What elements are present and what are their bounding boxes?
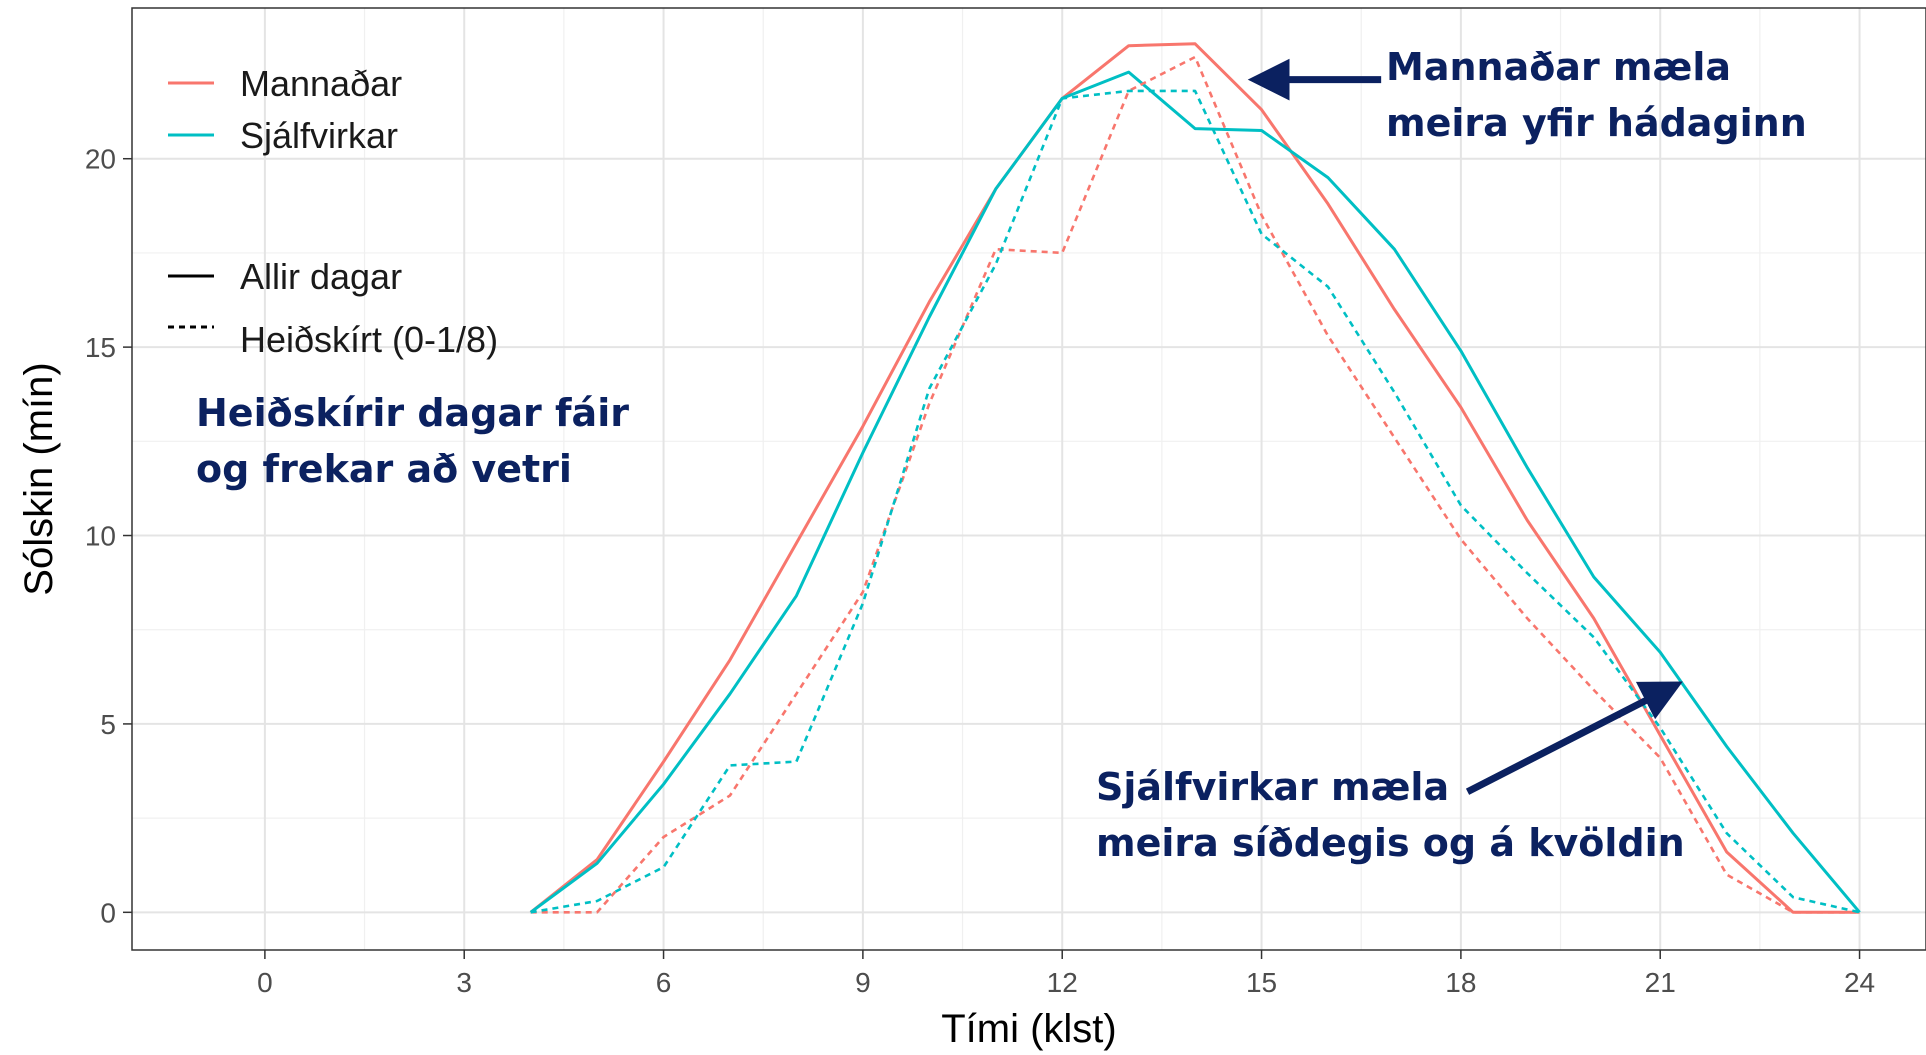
x-axis-title: Tími (klst) [941, 1007, 1117, 1051]
x-tick-label: 6 [656, 967, 672, 998]
annotation-manned: Mannaðar mæla meira yfir hádaginn [1386, 45, 1807, 145]
legend-color: Mannaðar Sjálfvirkar [168, 63, 402, 156]
x-tick-label: 24 [1844, 967, 1875, 998]
annotation-automatic-line-2: meira síðdegis og á kvöldin [1096, 821, 1685, 865]
annotation-automatic-line-1: Sjálfvirkar mæla [1096, 765, 1449, 809]
annotation-manned-line-2: meira yfir hádaginn [1386, 101, 1807, 145]
legend-label-mannadar: Mannaðar [240, 63, 402, 104]
legend-label-heidskirt: Heiðskírt (0-1/8) [240, 319, 498, 360]
panel-border [131, 7, 1926, 951]
annotation-clear-days-line-2: og frekar að vetri [196, 447, 572, 491]
y-tick-label: 15 [85, 332, 116, 363]
x-tick-label: 3 [456, 967, 472, 998]
legend-label-sjalfvirkar: Sjálfvirkar [240, 115, 398, 156]
gridlines [132, 8, 1926, 950]
annotation-clear-days: Heiðskírir dagar fáir og frekar að vetri [196, 391, 629, 491]
y-tick-label: 0 [100, 897, 116, 928]
annotation-clear-days-line-1: Heiðskírir dagar fáir [196, 391, 629, 435]
annotation-arrows [1247, 58, 1683, 795]
annotation-automatic: Sjálfvirkar mæla meira síðdegis og á kvö… [1096, 765, 1685, 865]
annotation-manned-line-1: Mannaðar mæla [1386, 45, 1731, 89]
legend-label-allir-dagar: Allir dagar [240, 256, 402, 297]
y-tick-label: 10 [85, 521, 116, 552]
x-tick-label: 0 [257, 967, 273, 998]
x-tick-label: 12 [1047, 967, 1078, 998]
x-tick-label: 21 [1645, 967, 1676, 998]
axis-ticks: 0 3 6 9 12 15 18 21 24 0 5 10 15 20 [85, 144, 1875, 998]
annotation-arrow-automatic [1465, 681, 1683, 795]
x-tick-label: 18 [1445, 967, 1476, 998]
x-tick-label: 9 [855, 967, 871, 998]
series-line-all-automatic [529, 70, 1861, 914]
legend-linetype: Allir dagar Heiðskírt (0-1/8) [168, 256, 498, 360]
y-axis-title: Sólskin (mín) [17, 362, 61, 595]
y-tick-label: 5 [100, 709, 116, 740]
y-tick-label: 20 [85, 144, 116, 175]
x-tick-label: 15 [1246, 967, 1277, 998]
